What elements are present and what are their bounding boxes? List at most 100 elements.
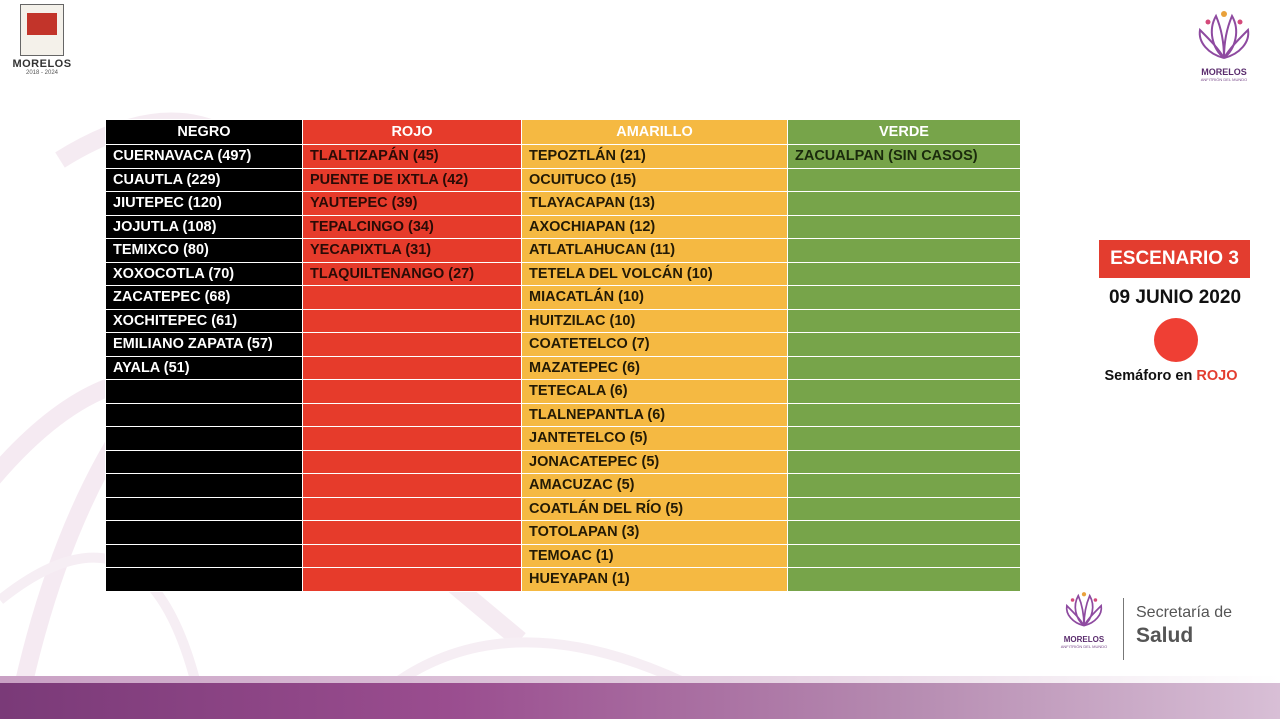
bottom-band (0, 683, 1280, 719)
cell-negro: JOJUTLA (108) (105, 214, 303, 239)
cell-verde (787, 567, 1021, 592)
right-logo-brand: MORELOS (1201, 67, 1247, 77)
cell-rojo: PUENTE DE IXTLA (42) (302, 167, 522, 192)
traffic-light-red-dot-icon (1154, 318, 1198, 362)
cell-rojo (302, 520, 522, 545)
semaforo-prefix: Semáforo en (1104, 368, 1197, 384)
secretaria-line2: Salud (1136, 624, 1194, 647)
table-row: TEMOAC (1) (105, 543, 1021, 568)
footer-tagline: ANFITRIÓN DEL MUNDO (1060, 644, 1108, 649)
cell-rojo (302, 426, 522, 451)
cell-negro: TEMIXCO (80) (105, 238, 303, 263)
cell-amarillo: ATLATLAHUCAN (11) (521, 238, 788, 263)
flower-icon (1065, 592, 1103, 627)
cell-verde (787, 355, 1021, 380)
cell-verde (787, 308, 1021, 333)
table-row: CUERNAVACA (497) TLALTIZAPÁN (45) TEPOZTLÁ… (105, 144, 1021, 169)
header-verde: VERDE (787, 119, 1021, 145)
semaforo-color-label: ROJO (1196, 368, 1238, 384)
cell-rojo (302, 402, 522, 427)
table-row: XOCHITEPEC (61) HUITZILAC (10) (105, 308, 1021, 333)
cell-negro: XOXOCOTLA (70) (105, 261, 303, 286)
morelos-flower-logo: MORELOS ANFITRIÓN DEL MUNDO (1188, 8, 1260, 82)
cell-verde (787, 191, 1021, 216)
cell-negro (105, 379, 303, 404)
cell-amarillo: HUEYAPAN (1) (521, 567, 788, 592)
cell-rojo (302, 355, 522, 380)
cell-verde (787, 214, 1021, 239)
table-row: JOJUTLA (108) TEPALCINGO (34) AXOCHIAPAN (… (105, 214, 1021, 239)
header-negro: NEGRO (105, 119, 303, 145)
cell-rojo (302, 473, 522, 498)
cell-verde (787, 332, 1021, 357)
cell-negro: ZACATEPEC (68) (105, 285, 303, 310)
table-row: ZACATEPEC (68) MIACATLÁN (10) (105, 285, 1021, 310)
cell-verde (787, 496, 1021, 521)
footer-brand: MORELOS (1063, 635, 1105, 644)
cell-negro (105, 543, 303, 568)
cell-negro: JIUTEPEC (120) (105, 191, 303, 216)
left-logo-years: 2018 - 2024 (25, 70, 59, 76)
table-row: CUAUTLA (229) PUENTE DE IXTLA (42) OCUITUC… (105, 167, 1021, 192)
table-row: COATLÁN DEL RÍO (5) (105, 496, 1021, 521)
cell-rojo (302, 285, 522, 310)
cell-negro: CUERNAVACA (497) (105, 144, 303, 169)
cell-verde (787, 449, 1021, 474)
table-row: HUEYAPAN (1) (105, 567, 1021, 592)
cell-rojo: TLALTIZAPÁN (45) (302, 144, 522, 169)
cell-negro (105, 449, 303, 474)
cell-amarillo: JONACATEPEC (5) (521, 449, 788, 474)
cell-amarillo: AXOCHIAPAN (12) (521, 214, 788, 239)
table-row: TOTOLAPAN (3) (105, 520, 1021, 545)
cell-rojo (302, 332, 522, 357)
cell-negro: CUAUTLA (229) (105, 167, 303, 192)
cell-amarillo: TEPOZTLÁN (21) (521, 144, 788, 169)
table-row: TLALNEPANTLA (6) (105, 402, 1021, 427)
table-row: JIUTEPEC (120) YAUTEPEC (39) TLAYACAPAN (1… (105, 191, 1021, 216)
cell-amarillo: COATETELCO (7) (521, 332, 788, 357)
table-row: EMILIANO ZAPATA (57) COATETELCO (7) (105, 332, 1021, 357)
morelos-coat-of-arms-logo: MORELOS 2018 - 2024 (10, 4, 74, 76)
semaforo-municipios-table: NEGRO ROJO AMARILLO VERDE CUERNAVACA (49… (105, 119, 1021, 592)
left-logo-name: MORELOS (12, 58, 72, 70)
cell-negro (105, 567, 303, 592)
footer-divider (1123, 598, 1124, 660)
cell-rojo (302, 449, 522, 474)
table-row: JANTETELCO (5) (105, 426, 1021, 451)
flower-icon (1198, 11, 1250, 59)
header-rojo: ROJO (302, 119, 522, 145)
cell-rojo: YECAPIXTLA (31) (302, 238, 522, 263)
shield-icon (20, 4, 64, 56)
bottom-band-highlight (0, 676, 1280, 686)
cell-verde (787, 379, 1021, 404)
table-row: AMACUZAC (5) (105, 473, 1021, 498)
cell-rojo (302, 379, 522, 404)
cell-negro (105, 520, 303, 545)
cell-rojo: TLAQUILTENANGO (27) (302, 261, 522, 286)
cell-amarillo: MAZATEPEC (6) (521, 355, 788, 380)
cell-rojo (302, 496, 522, 521)
cell-negro: XOCHITEPEC (61) (105, 308, 303, 333)
table-row: AYALA (51) MAZATEPEC (6) (105, 355, 1021, 380)
table-row: XOXOCOTLA (70) TLAQUILTENANGO (27) TETELA … (105, 261, 1021, 286)
cell-negro (105, 496, 303, 521)
cell-amarillo: JANTETELCO (5) (521, 426, 788, 451)
table-row: JONACATEPEC (5) (105, 449, 1021, 474)
cell-verde (787, 261, 1021, 286)
cell-rojo: TEPALCINGO (34) (302, 214, 522, 239)
cell-verde: ZACUALPAN (SIN CASOS) (787, 144, 1021, 169)
cell-amarillo: COATLÁN DEL RÍO (5) (521, 496, 788, 521)
cell-rojo: YAUTEPEC (39) (302, 191, 522, 216)
cell-rojo (302, 543, 522, 568)
cell-amarillo: TLALNEPANTLA (6) (521, 402, 788, 427)
cell-verde (787, 426, 1021, 451)
table-row: TETECALA (6) (105, 379, 1021, 404)
cell-amarillo: TOTOLAPAN (3) (521, 520, 788, 545)
footer-morelos-logo: MORELOS ANFITRIÓN DEL MUNDO (1054, 590, 1114, 660)
table-header-row: NEGRO ROJO AMARILLO VERDE (105, 119, 1021, 145)
cell-verde (787, 520, 1021, 545)
cell-amarillo: OCUITUCO (15) (521, 167, 788, 192)
right-logo-tagline: ANFITRIÓN DEL MUNDO (1200, 77, 1248, 82)
cell-amarillo: TEMOAC (1) (521, 543, 788, 568)
cell-verde (787, 402, 1021, 427)
